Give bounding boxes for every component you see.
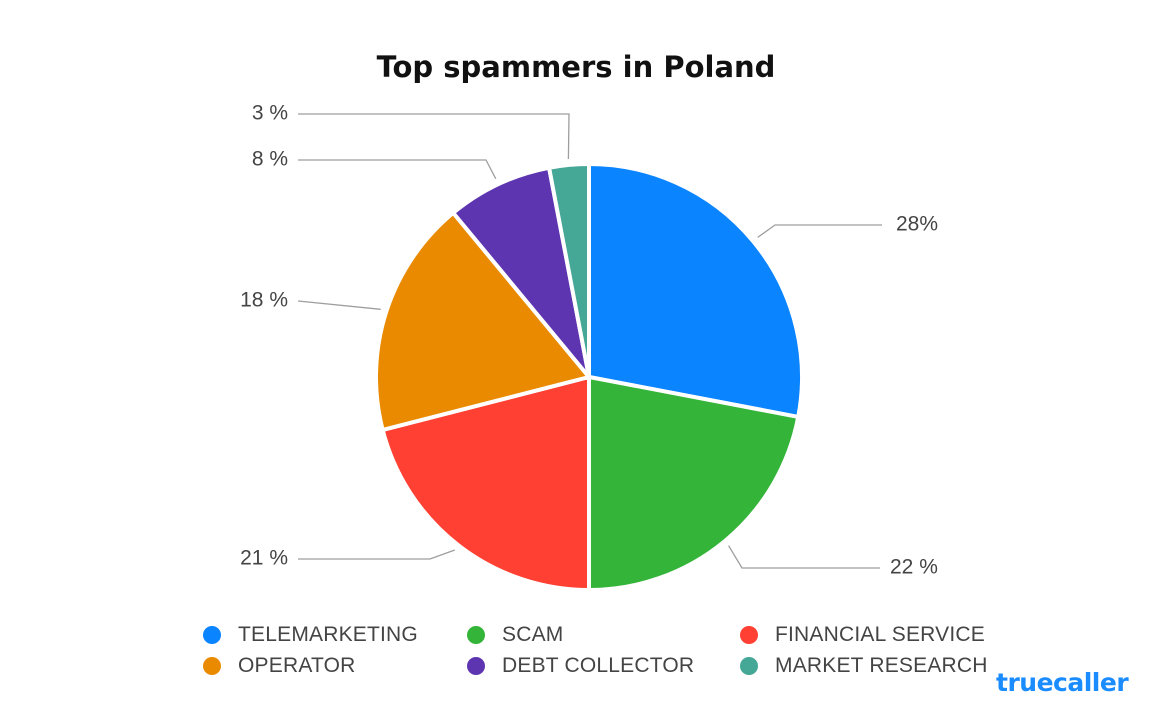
legend-label: SCAM	[502, 623, 564, 646]
data-label-financial-service: 21 %	[240, 547, 288, 570]
legend-swatch	[467, 657, 485, 675]
leader-line-telemarketing	[757, 224, 882, 238]
data-label-scam: 22 %	[890, 556, 938, 579]
pie-slice-financial-service[interactable]	[380, 375, 591, 592]
pie-slice-telemarketing[interactable]	[587, 162, 804, 419]
leader-line-debt-collector	[298, 159, 497, 180]
legend-swatch	[467, 626, 485, 644]
leader-line-operator	[297, 300, 381, 310]
legend-swatch	[740, 657, 758, 675]
leader-line-financial-service	[298, 549, 456, 560]
legend-swatch	[203, 626, 221, 644]
legend-label: DEBT COLLECTOR	[502, 654, 695, 677]
pie-slice-operator[interactable]	[374, 210, 591, 432]
legend-item-telemarketing[interactable]: TELEMARKETING	[203, 623, 418, 647]
pie-slice-debt-collector[interactable]	[451, 165, 591, 379]
legend-label: FINANCIAL SERVICE	[775, 623, 985, 646]
legend-item-debt-collector[interactable]: DEBT COLLECTOR	[467, 654, 694, 678]
data-label-market-research: 3 %	[252, 102, 288, 125]
legend-label: OPERATOR	[238, 654, 356, 677]
truecaller-logo: truecaller	[996, 668, 1129, 697]
legend-item-scam[interactable]: SCAM	[467, 623, 563, 647]
legend-item-financial-service[interactable]: FINANCIAL SERVICE	[740, 623, 985, 647]
leader-line-market-research	[298, 113, 570, 160]
leader-line-scam	[728, 545, 880, 569]
legend-swatch	[740, 626, 758, 644]
legend-swatch	[203, 657, 221, 675]
data-label-telemarketing: 28%	[896, 213, 938, 236]
pie-slice-market-research[interactable]	[547, 162, 591, 379]
legend-label: TELEMARKETING	[238, 623, 418, 646]
legend-label: MARKET RESEARCH	[775, 654, 988, 677]
data-label-operator: 18 %	[240, 289, 288, 312]
pie-slice-scam[interactable]	[587, 375, 801, 592]
legend-item-operator[interactable]: OPERATOR	[203, 654, 356, 678]
legend-item-market-research[interactable]: MARKET RESEARCH	[740, 654, 988, 678]
chart-title: Top spammers in Poland	[376, 50, 776, 84]
data-label-debt-collector: 8 %	[252, 148, 288, 171]
